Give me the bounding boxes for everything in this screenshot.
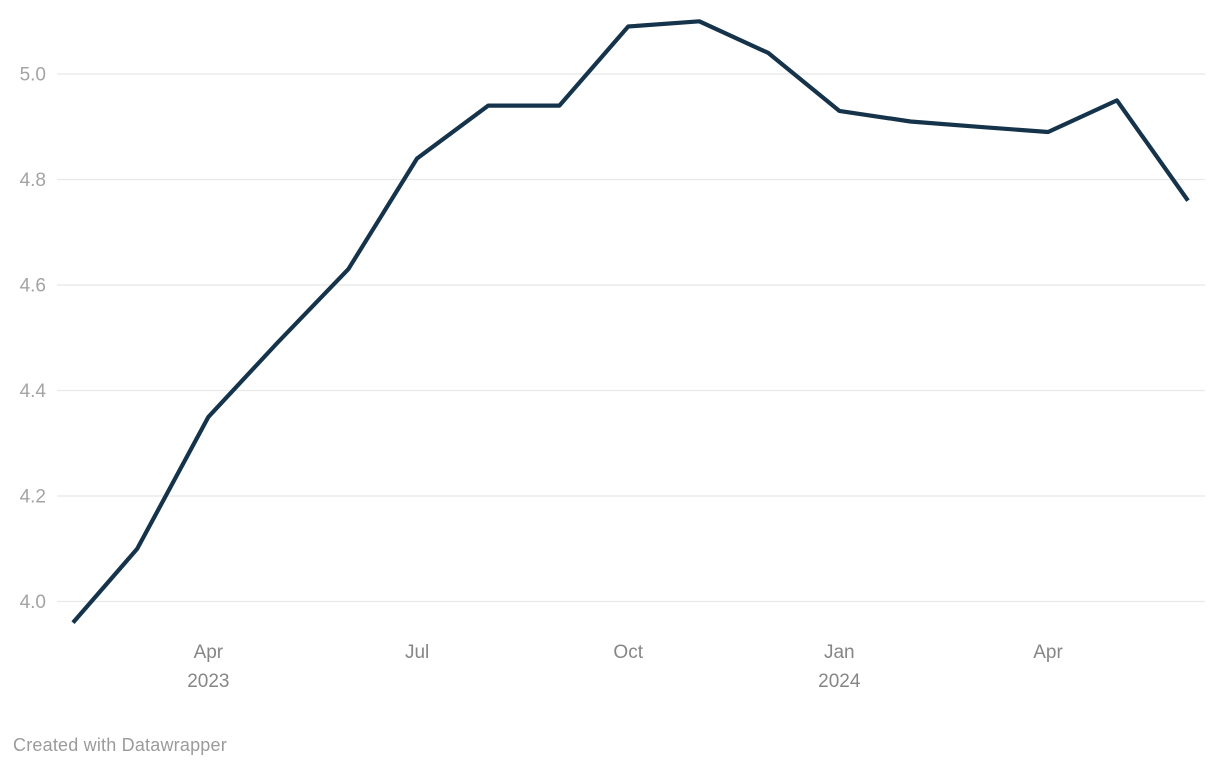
chart-footer: Created with Datawrapper [13,735,227,756]
x-tick-year-label: 2024 [818,671,861,692]
data-line [71,19,1190,624]
y-tick-label: 4.6 [20,276,46,297]
y-tick-label: 4.0 [20,592,46,613]
y-tick-label: 4.4 [20,381,47,402]
x-tick-label: Apr [194,642,224,663]
x-tick-label: Jan [824,642,855,663]
x-tick-label: Apr [1033,642,1063,663]
x-tick-label: Jul [405,642,429,663]
x-tick-year-label: 2023 [187,671,229,692]
y-tick-label: 4.8 [20,170,46,191]
y-tick-label: 5.0 [20,65,46,86]
datawrapper-attribution-link[interactable]: Created with Datawrapper [13,735,227,755]
x-tick-label: Oct [613,642,643,663]
y-tick-label: 4.2 [20,487,46,508]
